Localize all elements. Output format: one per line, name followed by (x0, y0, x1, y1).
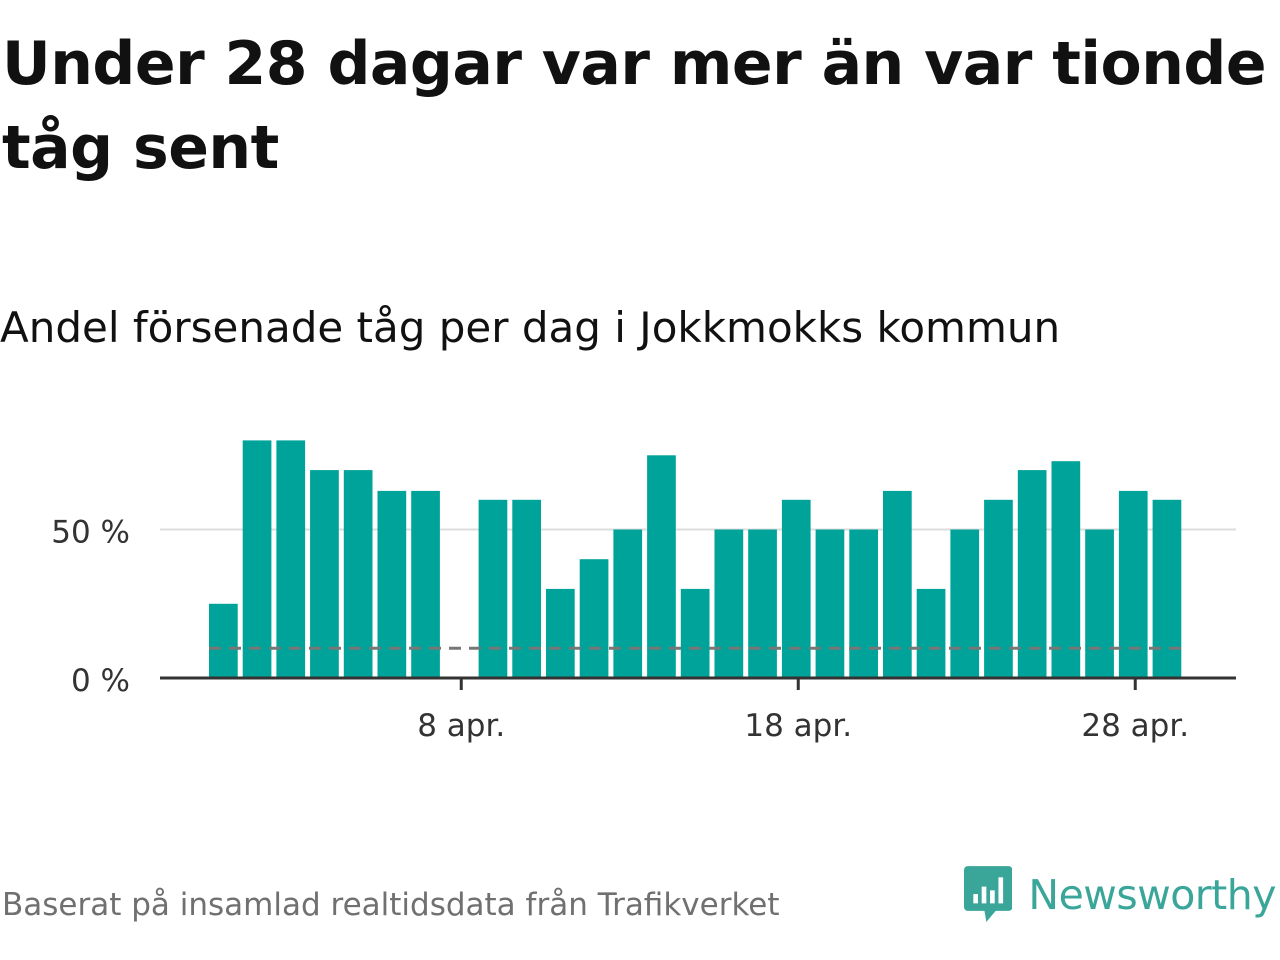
bar-chart-speech-bubble-icon (964, 866, 1013, 922)
x-tick-label: 18 apr. (744, 708, 852, 744)
bar (478, 499, 508, 678)
bar (1152, 499, 1182, 678)
bar (984, 499, 1013, 678)
bar (579, 559, 609, 678)
x-tick-label: 8 apr. (417, 708, 505, 744)
chart-subtitle: Andel försenade tåg per dag i Jokkmokks … (0, 303, 1061, 352)
bar (546, 588, 575, 678)
bar (310, 470, 339, 678)
bar (883, 490, 912, 678)
bar (680, 588, 710, 678)
bar (849, 529, 878, 678)
bar (950, 529, 980, 678)
y-tick-label: 0 % (71, 663, 130, 699)
x-tick-label: 28 apr. (1081, 708, 1189, 744)
bar (1017, 470, 1047, 678)
bar (1051, 461, 1081, 678)
bar (647, 455, 676, 679)
bar (1085, 529, 1114, 678)
bar (916, 588, 946, 678)
bar (714, 529, 744, 678)
bar (1118, 490, 1148, 678)
bar (343, 470, 373, 678)
bar (242, 440, 272, 678)
bar (276, 440, 306, 678)
brand-logo: Newsworthy (964, 864, 1276, 926)
bar (512, 499, 541, 678)
bar (781, 499, 811, 678)
bar (613, 529, 643, 678)
bar (377, 490, 407, 678)
y-tick-label: 50 % (51, 515, 130, 551)
bar (748, 529, 777, 678)
source-note: Baserat på insamlad realtidsdata från Tr… (2, 887, 780, 923)
bar (411, 490, 440, 678)
bar (209, 603, 238, 679)
brand-name: Newsworthy (1028, 871, 1276, 919)
bar (815, 529, 845, 678)
chart-title: Under 28 dagar var mer än var tionde tåg… (2, 29, 1267, 183)
